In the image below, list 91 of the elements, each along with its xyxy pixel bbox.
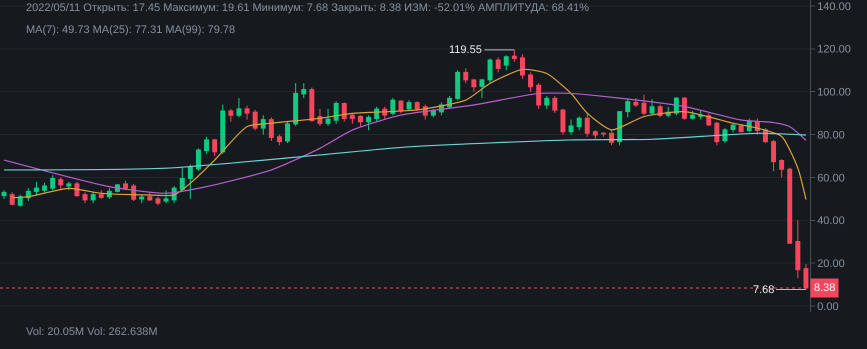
candlestick — [58, 176, 64, 191]
y-tick-label: 120.00 — [817, 44, 851, 56]
candlestick — [617, 110, 622, 146]
annotation: 2022/05/11 Открыть: 17.45 Максимум: 19.61 Минимум: 7.68 Закрыть: 8.38 ИЗМ: -52.01% АМПЛИТУДА: 68.41% — [26, 2, 590, 14]
candlestick — [358, 114, 363, 126]
y-tick-label: 80.00 — [817, 129, 845, 142]
y-tick-label: 140.00 — [817, 0, 851, 13]
candlestick — [552, 96, 558, 114]
candlestick — [2, 190, 7, 200]
candlestick — [471, 78, 476, 92]
candlestick — [34, 181, 39, 196]
candlestick — [544, 96, 550, 110]
candlestick — [779, 158, 784, 178]
y-tick-label: 20.00 — [817, 258, 845, 270]
candlestick — [560, 108, 566, 136]
candlestick — [504, 54, 509, 71]
y-tick-label: 40.00 — [817, 215, 845, 228]
candlestick — [406, 100, 412, 112]
candlestick — [276, 134, 282, 146]
candlestick — [309, 86, 314, 122]
candlestick — [584, 112, 590, 138]
candlestick — [600, 132, 606, 138]
candlestick — [366, 114, 372, 131]
candlestick — [771, 139, 776, 172]
candlestick — [528, 72, 534, 92]
candlestick — [90, 192, 96, 204]
candlestick — [568, 119, 574, 136]
candlestick — [139, 194, 144, 204]
candlestick — [414, 100, 420, 112]
candlestick — [398, 100, 404, 114]
candlestick — [512, 49, 517, 62]
candlestick — [212, 138, 218, 156]
candlestick — [236, 98, 242, 118]
candlestick — [326, 108, 331, 126]
candlestick — [714, 121, 720, 146]
candlestick — [155, 196, 160, 206]
candlestick — [244, 105, 250, 120]
candlestick — [252, 109, 258, 131]
candlestick — [738, 123, 744, 133]
candlestick — [374, 106, 380, 122]
candlestick — [455, 70, 460, 101]
candlestick — [536, 82, 542, 110]
candlestick — [488, 58, 493, 84]
candlestick — [479, 78, 484, 99]
candlestick — [268, 116, 274, 142]
candlestick — [164, 190, 169, 204]
candlestick — [350, 112, 355, 124]
candlestick — [285, 121, 290, 144]
candlestick — [188, 164, 193, 200]
candlestick — [123, 180, 128, 191]
candlestick — [42, 182, 48, 193]
candlestick — [650, 98, 655, 116]
candlestick — [180, 166, 185, 191]
candlestick — [390, 98, 396, 116]
candlestick — [301, 82, 306, 99]
candlestick — [795, 220, 800, 279]
line-series — [3, 92, 807, 194]
y-tick-label: 60.00 — [817, 172, 845, 184]
candlestick — [576, 116, 582, 131]
candlestick — [496, 56, 501, 73]
y-tick-label: 0.00 — [817, 300, 839, 313]
candlestick — [98, 190, 104, 200]
text: Vol: 20.05M Vol: 262.638M — [26, 326, 158, 338]
annotation: MA(7): 49.73 MA(25): 77.31 MA(99): 79.78 — [26, 24, 236, 36]
candlestick — [463, 68, 468, 84]
candlestick — [625, 98, 630, 118]
candlestick — [787, 167, 792, 244]
candlestick — [82, 192, 88, 204]
candlestick — [592, 130, 598, 140]
annotation: 119.55 — [449, 44, 482, 56]
candlestick — [520, 54, 525, 80]
candlestick — [722, 128, 728, 144]
line-series — [3, 132, 807, 171]
candlestick — [50, 174, 56, 191]
candlestick — [228, 108, 234, 122]
candlestick — [609, 130, 614, 146]
candlestick — [204, 136, 210, 154]
candlestick — [196, 148, 201, 172]
candlestick — [730, 123, 736, 133]
y-tick-label: 100.00 — [817, 86, 851, 99]
candlestick — [690, 110, 696, 120]
line-series — [12, 68, 807, 200]
candlestick — [334, 100, 339, 124]
candlestick — [66, 181, 72, 191]
ref-line-label: 8.38 — [814, 282, 836, 294]
candlestick — [147, 192, 152, 202]
candlestick — [633, 98, 638, 108]
candlestick — [641, 94, 646, 116]
candlestick — [293, 82, 298, 126]
annotation: 7.68 — [753, 284, 774, 296]
candlestick — [10, 192, 15, 206]
